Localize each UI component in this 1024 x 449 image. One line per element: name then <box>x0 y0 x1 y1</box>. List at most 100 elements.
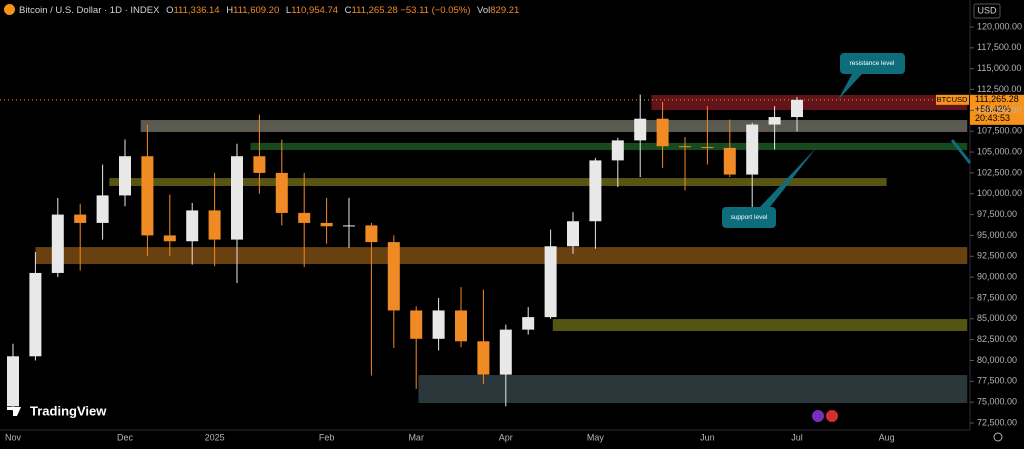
y-tick-label: 97,500.00 <box>977 209 1017 219</box>
y-tick-label: 85,000.00 <box>977 313 1017 323</box>
candle-body <box>589 160 602 222</box>
candle-body <box>320 222 333 227</box>
ohlc-value: 110,954.74 <box>291 5 339 16</box>
ohlc-label: O <box>166 5 174 16</box>
callout-pointer <box>950 139 972 164</box>
candle-body <box>611 140 624 161</box>
x-tick-label: Aug <box>879 432 895 442</box>
callout-pointer <box>838 74 862 100</box>
y-tick-label: 115,000.00 <box>977 63 1021 73</box>
candle-body <box>477 341 490 375</box>
candle-body <box>656 118 669 147</box>
x-tick-label: Jun <box>700 432 715 442</box>
change: +58.42% <box>975 104 1011 114</box>
y-tick-label: 117,500.00 <box>977 42 1021 52</box>
symbol: BTCUSD <box>937 95 968 104</box>
ohlc-label: L <box>285 5 292 16</box>
candle-body <box>723 147 736 175</box>
candle-body <box>343 225 355 227</box>
candle-body <box>186 210 199 242</box>
currency[interactable]: USD <box>977 5 997 15</box>
y-tick-label: 120,000.00 <box>977 21 1022 31</box>
ohlc-value: 111,265.28 <box>351 5 398 16</box>
y-tick-label: 77,500.00 <box>977 376 1017 386</box>
x-tick-label: 2025 <box>205 432 225 442</box>
zone <box>651 95 968 111</box>
x-tick-label: May <box>587 432 605 442</box>
candle-body <box>29 272 42 357</box>
candle-body <box>791 99 803 118</box>
candle-body <box>208 210 221 240</box>
ohlc-label: H <box>226 5 234 16</box>
candle-body <box>544 246 557 318</box>
vol-label: Vol <box>477 5 491 16</box>
price-axis <box>970 0 1024 449</box>
ohlc-value: 111,336.14 <box>173 5 220 16</box>
zone <box>552 319 968 332</box>
candle-body <box>275 172 288 213</box>
candle-body <box>231 156 243 240</box>
x-tick-label: Dec <box>117 432 134 442</box>
y-tick-label: 72,500.00 <box>977 417 1017 427</box>
x-tick-label: Jul <box>791 432 803 442</box>
logo: TradingView <box>7 403 107 418</box>
candle-body <box>768 117 781 125</box>
candle-body <box>387 242 400 311</box>
y-tick-label: 110,000.00 <box>977 105 1021 115</box>
candle-body <box>141 156 154 236</box>
x-tick-label: Apr <box>499 432 513 442</box>
callout <box>840 53 905 74</box>
zone <box>250 142 968 151</box>
countdown: 20:43:53 <box>975 113 1010 123</box>
symbol-box <box>936 94 969 105</box>
candle-body <box>499 329 512 375</box>
y-tick-label: 107,500.00 <box>977 126 1022 136</box>
change: −53.11 (−0.05%) <box>400 5 471 16</box>
candle-body <box>455 310 467 342</box>
annotation: support level <box>731 214 768 221</box>
candle-body <box>522 317 535 330</box>
candle-body <box>701 147 714 149</box>
header: Bitcoin / U.S. Dollar · 1D · INDEX O111,… <box>4 4 519 16</box>
candle-body <box>365 225 378 243</box>
x-tick-label: Feb <box>319 432 335 442</box>
callout-pointer <box>760 147 817 207</box>
settings-icon[interactable] <box>993 432 1003 442</box>
candle-body <box>298 212 311 223</box>
callout <box>722 207 776 228</box>
zone <box>140 120 968 133</box>
candle-body <box>253 156 266 173</box>
y-tick-label: 75,000.00 <box>977 397 1017 407</box>
y-tick-label: 95,000.00 <box>977 230 1017 240</box>
candle-body <box>634 118 647 141</box>
candle-body <box>567 221 579 247</box>
zone <box>109 178 887 186</box>
y-tick-label: 102,500.00 <box>977 167 1022 177</box>
y-tick-label: 82,500.00 <box>977 334 1017 344</box>
logo-text: TradingView <box>30 403 107 418</box>
candle-body <box>163 235 176 242</box>
x-tick-label: Nov <box>5 432 22 442</box>
event-icon[interactable] <box>826 410 838 422</box>
annotation: resistance level <box>850 60 895 67</box>
y-tick-label: 112,500.00 <box>977 84 1021 94</box>
price-label-box <box>970 94 1024 125</box>
x-tick-label: Mar <box>408 432 424 442</box>
vol-value: 829.21 <box>490 5 520 16</box>
zone <box>35 247 968 265</box>
candle-body <box>119 156 131 196</box>
price: 111,265.28 <box>975 94 1019 104</box>
candle-body <box>74 214 87 223</box>
candle-body <box>746 124 759 175</box>
event-icon[interactable] <box>812 410 824 422</box>
ohlc-label: C <box>344 5 352 16</box>
ohlc-value: 111,609.20 <box>233 5 280 16</box>
candle-body <box>679 146 691 148</box>
candle-body <box>96 195 109 223</box>
candle-body <box>51 214 64 273</box>
currency-box[interactable] <box>973 3 1001 19</box>
candle-body <box>432 310 445 339</box>
y-tick-label: 100,000.00 <box>977 188 1022 198</box>
